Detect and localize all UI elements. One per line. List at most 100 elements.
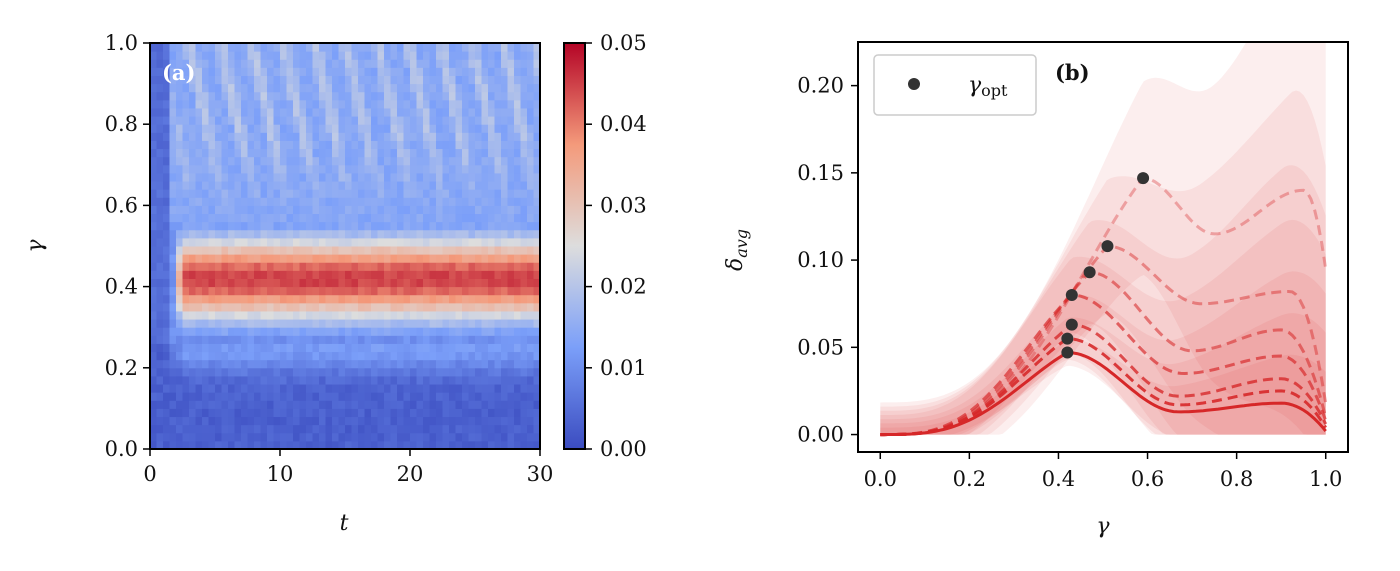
heatmap-cell (254, 124, 261, 133)
heatmap-cell (455, 408, 463, 418)
heatmap-cell (377, 156, 385, 166)
heatmap-cell (507, 132, 515, 141)
heatmap-cell (358, 375, 365, 385)
heatmap-cell (156, 408, 164, 418)
heatmap-cell (351, 172, 359, 182)
heatmap-cell (156, 99, 164, 109)
heatmap-cell (325, 181, 333, 190)
heatmap-cell (299, 164, 307, 174)
heatmap-cell (247, 302, 255, 312)
heatmap-cell (462, 197, 469, 206)
heatmap-cell (377, 343, 385, 353)
heatmap-cell (429, 67, 437, 76)
heatmap-cell (377, 99, 385, 109)
heatmap-cell (468, 392, 476, 401)
heatmap-cell (189, 181, 196, 190)
heatmap-cell (520, 172, 528, 182)
heatmap-cell (501, 408, 508, 418)
heatmap-cell (215, 424, 222, 434)
heatmap-cell (306, 416, 313, 426)
heatmap-cell (221, 270, 229, 279)
heatmap-cell (319, 286, 326, 296)
heatmap-cell (514, 351, 521, 361)
heatmap-cell (449, 367, 456, 377)
heatmap-cell (247, 83, 255, 93)
heatmap-cell (514, 148, 521, 158)
heatmap-cell (533, 213, 540, 223)
heatmap-cell (475, 221, 482, 231)
heatmap-cell (234, 140, 242, 150)
heatmap-cell (332, 416, 339, 426)
heatmap-cell (280, 416, 287, 426)
heatmap-cell (312, 294, 320, 304)
heatmap-cell (169, 181, 177, 190)
heatmap-cell (371, 432, 378, 442)
heatmap-cell (384, 51, 391, 60)
heatmap-cell (273, 172, 281, 182)
heatmap-cell (475, 229, 482, 239)
heatmap-cell (449, 83, 456, 93)
heatmap-cell (221, 310, 229, 320)
heatmap-cell (254, 359, 261, 369)
heatmap-cell (501, 132, 508, 141)
heatmap-cell (345, 221, 352, 231)
heatmap-cell (325, 164, 333, 174)
heatmap-cell (494, 392, 502, 401)
heatmap-cell (527, 148, 534, 158)
heatmap-cell (195, 270, 203, 279)
heatmap-cell (208, 197, 216, 206)
heatmap-cell (501, 237, 508, 247)
heatmap-cell (293, 302, 300, 312)
heatmap-cell (527, 189, 534, 198)
heatmap-cell (507, 384, 515, 393)
heatmap-cell (306, 124, 313, 133)
heatmap-cell (429, 384, 437, 393)
heatmap-cell (221, 132, 229, 141)
heatmap-cell (488, 432, 495, 442)
heatmap-cell (403, 205, 411, 215)
heatmap-cell (384, 43, 391, 52)
heatmap-cell (182, 286, 190, 296)
heatmap-cell (254, 51, 261, 60)
heatmap-cell (403, 59, 411, 68)
heatmap-cell (150, 278, 157, 288)
heatmap-cell (514, 262, 521, 271)
heatmap-cell (377, 51, 385, 60)
heatmap-cell (358, 83, 365, 93)
heatmap-cell (384, 262, 391, 271)
heatmap-cell (410, 51, 417, 60)
heatmap-cell (163, 229, 170, 239)
heatmap-cell (501, 189, 508, 198)
heatmap-cell (494, 197, 502, 206)
heatmap-cell (520, 148, 528, 158)
heatmap-cell (319, 132, 326, 141)
heatmap-cell (202, 148, 209, 158)
heatmap-cell (267, 148, 274, 158)
heatmap-cell (371, 310, 378, 320)
heatmap-cell (319, 392, 326, 401)
heatmap-cell (156, 107, 164, 117)
heatmap-cell (234, 367, 242, 377)
heatmap-cell (228, 384, 235, 393)
heatmap-cell (163, 189, 170, 198)
heatmap-cell (169, 367, 177, 377)
heatmap-cell (182, 416, 190, 426)
heatmap-cell (176, 51, 183, 60)
heatmap-cell (377, 67, 385, 76)
heatmap-cell (527, 246, 534, 255)
heatmap-cell (449, 197, 456, 206)
heatmap-cell (436, 43, 443, 52)
heatmap-cell (312, 107, 320, 117)
heatmap-cell (481, 116, 489, 125)
heatmap-cell (390, 43, 398, 52)
heatmap-cell (514, 51, 521, 60)
heatmap-cell (182, 229, 190, 239)
heatmap-cell (468, 319, 476, 328)
heatmap-cell (267, 270, 274, 279)
heatmap-cell (156, 181, 164, 190)
heatmap-cell (351, 107, 359, 117)
heatmap-cell (514, 343, 521, 353)
heatmap-cell (514, 205, 521, 215)
heatmap-cell (436, 59, 443, 68)
